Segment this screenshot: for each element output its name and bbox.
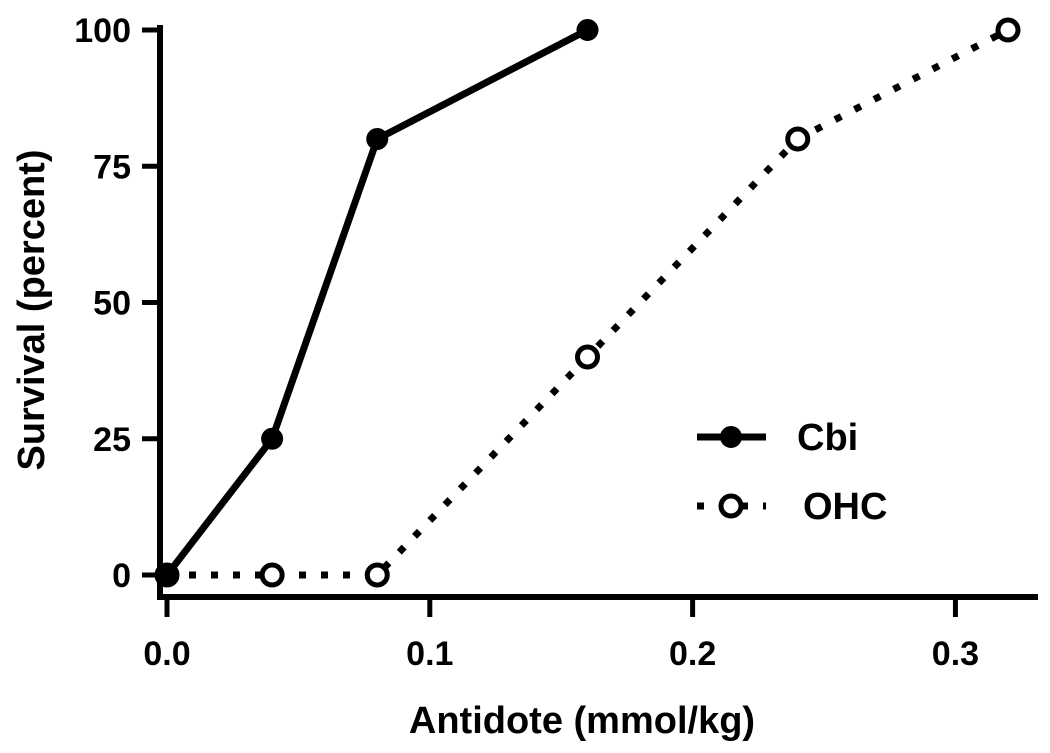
legend-label: OHC xyxy=(803,486,887,528)
y-tick-label: 50 xyxy=(93,285,131,323)
x-axis-title: Antidote (mmol/kg) xyxy=(409,700,755,742)
x-tick-label: 0.1 xyxy=(406,635,453,673)
legend-marker xyxy=(718,493,744,519)
legend: Cbi OHC xyxy=(697,417,887,528)
data-point-cbi xyxy=(261,427,284,450)
data-point-ohc xyxy=(364,562,390,588)
axes-layer xyxy=(157,25,1038,600)
x-tick-label: 0.2 xyxy=(669,635,716,673)
x-tick-label: 0.0 xyxy=(143,635,190,673)
legend-marker xyxy=(720,426,742,448)
series-layer xyxy=(154,17,1021,588)
y-axis-title: Survival (percent) xyxy=(11,150,53,471)
data-point-ohc xyxy=(995,17,1021,43)
legend-entry-cbi: Cbi xyxy=(697,417,858,459)
y-tick-label: 0 xyxy=(112,557,131,595)
legend-entry-ohc: OHC xyxy=(697,486,887,528)
data-point-ohc xyxy=(575,344,600,370)
ticks-layer: 0.0 0.1 0.2 0.3 0 25 50 75 100 xyxy=(74,12,979,673)
data-point-cbi xyxy=(366,128,389,150)
y-tick-label: 25 xyxy=(93,421,131,459)
data-point-ohc xyxy=(259,562,285,588)
data-point-cbi xyxy=(576,19,599,41)
legend-label: Cbi xyxy=(797,417,858,459)
y-tick-label: 75 xyxy=(93,148,131,186)
series-line-cbi xyxy=(164,26,590,578)
x-tick-label: 0.3 xyxy=(932,635,979,673)
y-tick-label: 100 xyxy=(74,12,131,50)
data-point-ohc xyxy=(785,126,811,152)
